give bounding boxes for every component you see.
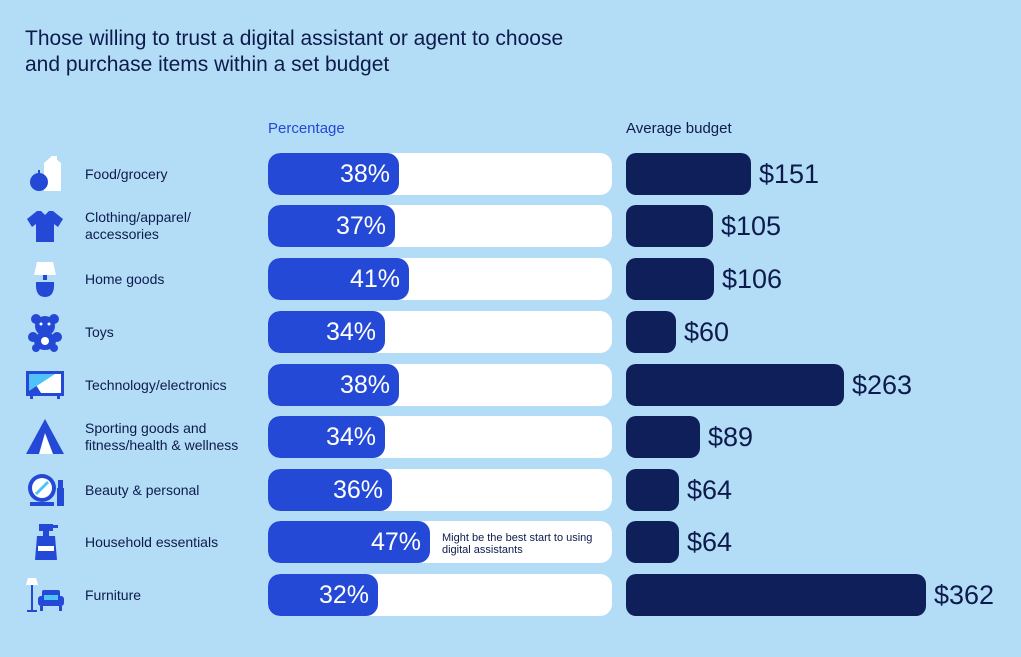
budget-value-label: $60 bbox=[684, 317, 730, 347]
percentage-value-label: 34% bbox=[325, 318, 376, 346]
category-label: Clothing/apparel/ accessories bbox=[85, 209, 191, 242]
budget-bar bbox=[626, 364, 844, 406]
budget-value-label: $151 bbox=[759, 159, 820, 189]
percentage-value-label: 34% bbox=[325, 423, 376, 451]
budget-value-label: $106 bbox=[722, 264, 783, 294]
teddy-bear-icon bbox=[25, 312, 65, 352]
percentage-bar: 34% bbox=[268, 311, 385, 353]
budget-value-label: $89 bbox=[708, 422, 754, 452]
percentage-value-label: 32% bbox=[318, 581, 369, 609]
table-row: Household essentials 47% Might be the best… bbox=[0, 521, 1021, 563]
percentage-bar: 34% bbox=[268, 416, 385, 458]
budget-value-label: $64 bbox=[687, 527, 733, 557]
category-label: Technology/electronics bbox=[85, 376, 227, 393]
percentage-bar: 38% bbox=[268, 364, 399, 406]
percentage-bar-track: 32% bbox=[268, 574, 612, 616]
budget-bar bbox=[626, 574, 926, 616]
spray-bottle-icon bbox=[25, 522, 65, 562]
budget-value-label: $263 bbox=[852, 370, 913, 400]
tshirt-icon bbox=[25, 206, 65, 246]
budget-bar bbox=[626, 311, 676, 353]
percentage-bar-track: 38% bbox=[268, 364, 612, 406]
lamp-icon bbox=[25, 259, 65, 299]
percentage-bar: 47% bbox=[268, 521, 430, 563]
budget-bar bbox=[626, 469, 679, 511]
tv-icon bbox=[25, 365, 65, 405]
percentage-column-header: Percentage bbox=[268, 120, 345, 137]
table-row: Toys 34% $60 bbox=[0, 311, 1021, 353]
category-label: Beauty & personal bbox=[85, 481, 200, 498]
category-label: Food/grocery bbox=[85, 165, 168, 182]
percentage-bar-track: 36% bbox=[268, 469, 612, 511]
percentage-bar: 32% bbox=[268, 574, 378, 616]
average-budget-column-header: Average budget bbox=[626, 120, 732, 137]
mirror-icon bbox=[25, 470, 65, 510]
percentage-bar-track: 38% bbox=[268, 153, 612, 195]
percentage-bar: 41% bbox=[268, 258, 409, 300]
percentage-value-label: 47% bbox=[370, 528, 421, 556]
percentage-value-label: 38% bbox=[339, 371, 390, 399]
table-row: Sporting goods and fitness/health & well… bbox=[0, 416, 1021, 458]
grocery-icon bbox=[25, 154, 65, 194]
table-row: Food/grocery 38% $151 bbox=[0, 153, 1021, 195]
percentage-bar-track: 41% bbox=[268, 258, 612, 300]
percentage-bar: 37% bbox=[268, 205, 395, 247]
tent-icon bbox=[25, 417, 65, 457]
percentage-bar-track: 37% bbox=[268, 205, 612, 247]
budget-bar bbox=[626, 258, 714, 300]
budget-value-label: $105 bbox=[721, 211, 782, 241]
percentage-bar-track: 34% bbox=[268, 311, 612, 353]
percentage-bar-track: 47% Might be the best start to using digi… bbox=[268, 521, 612, 563]
budget-bar bbox=[626, 153, 751, 195]
percentage-bar-track: 34% bbox=[268, 416, 612, 458]
armchair-icon bbox=[25, 575, 65, 615]
category-label: Furniture bbox=[85, 586, 142, 603]
table-row: Clothing/apparel/ accessories 37% $105 bbox=[0, 205, 1021, 247]
percentage-value-label: 41% bbox=[349, 265, 400, 293]
table-row: Furniture 32% $362 bbox=[0, 574, 1021, 616]
percentage-bar: 36% bbox=[268, 469, 392, 511]
category-label: Sporting goods and fitness/health & well… bbox=[85, 420, 239, 453]
budget-value-label: $362 bbox=[934, 580, 995, 610]
chart-title: Those willing to trust a digital assista… bbox=[25, 27, 564, 76]
category-label: Home goods bbox=[85, 270, 165, 287]
budget-bar bbox=[626, 416, 700, 458]
table-row: Beauty & personal 36% $64 bbox=[0, 469, 1021, 511]
category-label: Household essentials bbox=[85, 533, 219, 550]
percentage-bar: 38% bbox=[268, 153, 399, 195]
annotation-note: Might be the best start to using digital… bbox=[442, 532, 593, 556]
budget-bar bbox=[626, 205, 713, 247]
percentage-value-label: 36% bbox=[332, 476, 383, 504]
category-label: Toys bbox=[85, 323, 114, 340]
budget-value-label: $64 bbox=[687, 475, 733, 505]
percentage-value-label: 37% bbox=[335, 212, 386, 240]
table-row: Home goods 41% $106 bbox=[0, 258, 1021, 300]
budget-bar bbox=[626, 521, 679, 563]
percentage-value-label: 38% bbox=[339, 160, 390, 188]
table-row: Technology/electronics 38% $263 bbox=[0, 364, 1021, 406]
